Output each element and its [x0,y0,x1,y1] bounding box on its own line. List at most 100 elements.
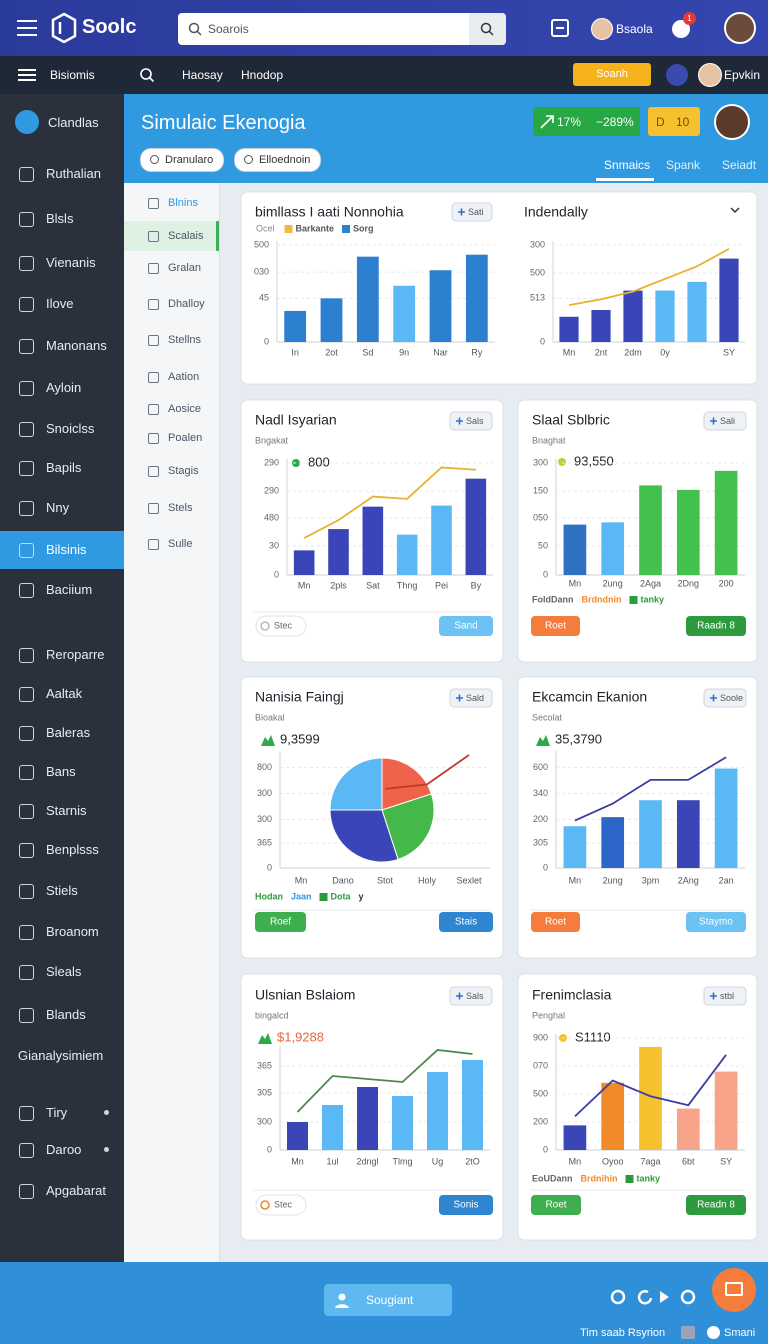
sidebar-item[interactable]: Nny [0,489,124,527]
y-tick-label: 300 [257,788,272,798]
sidebar-item[interactable]: Starnis [0,792,124,830]
sidebar-item[interactable]: Sleals [0,953,124,991]
filter-chip[interactable]: Elloednoin [234,148,322,172]
user-name: Epvkin [724,68,761,82]
sidebar-item[interactable]: Aaltak [0,675,124,713]
sidebar-item[interactable]: Broanom [0,913,124,951]
sidebar-item[interactable]: Reroparre [0,636,124,674]
sub-nav-item[interactable]: Blnins [124,188,219,218]
collapse-icon[interactable] [730,207,740,214]
globe-icon[interactable] [666,64,688,86]
sub-nav-item[interactable]: Gralan [124,253,219,283]
sidebar-item[interactable]: Baciium [0,571,124,609]
bar [563,524,587,575]
sidebar-item[interactable]: Clandlas [48,115,99,130]
search-button[interactable] [469,13,506,45]
nav-link[interactable]: Haosay [182,68,223,82]
search-box[interactable]: Soarois [178,13,506,45]
menu-icon[interactable] [18,68,36,82]
badge[interactable] [449,688,493,708]
sidebar-item[interactable]: Bapils [0,449,124,487]
avatar[interactable] [714,104,750,140]
filter-chip[interactable]: Dranularo [140,148,225,172]
legend-note: Ocel [256,223,275,233]
button[interactable] [439,616,493,636]
notification-icon[interactable] [672,20,690,38]
sidebar-item[interactable]: Apgabarat [0,1172,124,1210]
tab[interactable]: Seiadt [722,158,757,172]
footer-button[interactable]: Sougiant [324,1284,452,1316]
dot [104,1110,109,1115]
x-tick-label: Mn [298,580,311,590]
search-button[interactable]: Soanh [573,63,651,86]
sub-nav-item[interactable]: Aation [124,362,219,392]
y-tick-label: 800 [257,762,272,772]
sidebar-item[interactable]: Gianalysimiem [18,1048,104,1063]
sub-nav-item[interactable]: Aosice [124,394,219,424]
sidebar-item[interactable]: Tiry [0,1094,124,1132]
bar [322,1105,343,1150]
menu-icon[interactable] [16,18,38,38]
button[interactable] [531,912,580,932]
badge[interactable] [451,202,493,222]
sidebar-item[interactable]: Ilove [0,285,124,323]
sidebar-item[interactable]: Bans [0,753,124,791]
y-tick-label: 030 [254,267,269,277]
badge[interactable] [703,411,747,431]
sidebar-item[interactable]: Baleras [0,714,124,752]
sidebar-item[interactable]: Benplsss [0,831,124,869]
button[interactable] [686,912,746,932]
sub-nav-item[interactable]: Stellns [124,325,219,355]
sidebar-item[interactable]: Blands [0,996,124,1034]
sidebar-item[interactable]: Blsls [0,200,124,238]
sub-nav-item[interactable]: Dhalloy [124,289,219,319]
sidebar-item[interactable]: Vienanis [0,244,124,282]
button[interactable] [686,1195,746,1215]
nav-link[interactable]: Hnodop [241,68,284,82]
fab[interactable] [712,1268,756,1312]
button[interactable] [439,1195,493,1215]
x-tick-label: Sd [362,347,373,357]
x-tick-label: Mn [295,875,308,885]
footer: Sougiant Tim saab Rsyrion Smani [0,1262,768,1344]
badge[interactable] [449,986,493,1006]
badge[interactable] [703,688,747,708]
badge[interactable] [703,986,747,1006]
sub-nav-item[interactable]: Stels [124,493,219,523]
sidebar-item[interactable]: Stiels [0,872,124,910]
annotation-marker [536,735,550,746]
sub-nav-item[interactable]: Stagis [124,456,219,486]
tab[interactable]: Snmaics [604,158,651,172]
sub-nav [124,183,220,1262]
sub-nav-item[interactable]: Scalais [124,221,219,251]
sidebar-item[interactable]: Ayloin [0,369,124,407]
search-icon[interactable] [139,67,155,83]
sidebar-item[interactable]: Ruthalian [0,155,124,193]
sidebar-item[interactable]: Bilsinis [0,531,124,569]
button[interactable] [531,1195,581,1215]
legend-label: Brdnihin [581,1173,618,1183]
badge-label: Soole [720,693,743,703]
media-controls[interactable] [608,1286,704,1308]
avatar[interactable] [591,18,613,40]
button[interactable] [255,912,306,932]
card [240,191,758,385]
sub-nav-item[interactable]: Sulle [124,529,219,559]
button[interactable] [686,616,746,636]
sidebar-item[interactable]: Snoiclss [0,410,124,448]
x-tick-label: 200 [719,578,734,588]
button[interactable] [531,616,580,636]
sub-nav-item[interactable]: Poalen [124,423,219,453]
inbox-icon[interactable] [551,19,571,37]
avatar[interactable] [698,63,722,87]
chip[interactable] [255,1194,307,1216]
sidebar-item[interactable]: Manonans [0,327,124,365]
badge[interactable] [449,411,493,431]
sidebar-item[interactable]: Daroo [0,1131,124,1169]
chip[interactable] [255,615,307,637]
menu-label[interactable]: Bisiomis [50,68,95,82]
tab[interactable]: Spank [666,158,701,172]
avatar[interactable] [724,12,756,44]
y-tick-label: 0 [267,862,272,872]
button[interactable] [439,912,493,932]
